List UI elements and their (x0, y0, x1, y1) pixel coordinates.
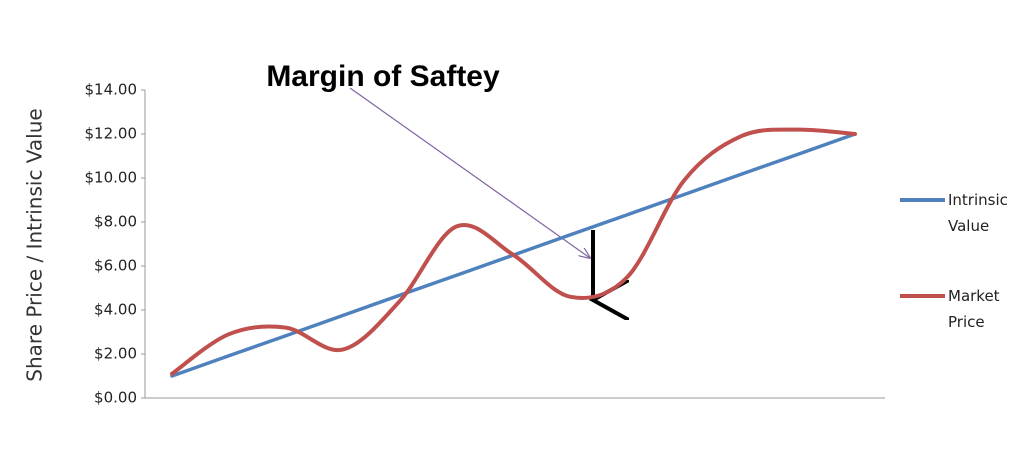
y-tick-label: $4.00 (94, 301, 137, 319)
y-tick-label: $6.00 (94, 257, 137, 275)
annotation-arrow (349, 87, 590, 258)
y-tick-label: $14.00 (85, 81, 138, 99)
annotation-title: Margin of Saftey (266, 60, 500, 93)
legend-label: Intrinsic Value (948, 191, 1008, 235)
y-tick-label: $8.00 (94, 213, 137, 231)
legend-label: Market Price (948, 287, 1000, 331)
y-tick-label: $10.00 (85, 169, 138, 187)
y-tick-label: $2.00 (94, 345, 137, 363)
y-tick-label: $0.00 (94, 389, 137, 407)
y-axis-label: Share Price / Intrinsic Value (23, 108, 47, 381)
y-tick-label: $12.00 (85, 125, 138, 143)
series-line (170, 127, 857, 376)
